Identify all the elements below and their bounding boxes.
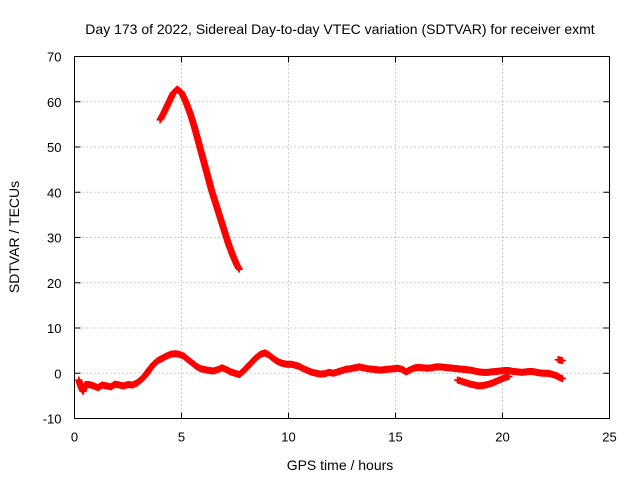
data-point: [558, 375, 566, 383]
series-spike: [156, 85, 243, 273]
y-tick-label: 20: [47, 276, 61, 291]
x-tick-label: 0: [71, 430, 78, 445]
series-branch: [454, 372, 513, 390]
chart-title: Day 173 of 2022, Sidereal Day-to-day VTE…: [85, 21, 594, 37]
y-tick-label: 0: [54, 366, 61, 381]
y-axis-label: SDTVAR / TECUs: [6, 181, 22, 293]
y-tick-label: 10: [47, 321, 61, 336]
series-main: [75, 349, 566, 395]
data-point: [235, 265, 243, 273]
x-tick-label: 5: [178, 430, 185, 445]
x-tick-label: 25: [602, 430, 616, 445]
data-series: [75, 85, 566, 395]
x-axis-label: GPS time / hours: [287, 457, 394, 473]
y-tick-label: 50: [47, 140, 61, 155]
series-end: [554, 356, 566, 365]
x-tick-label: 20: [495, 430, 509, 445]
y-tick-label: 40: [47, 185, 61, 200]
y-tick-label: 30: [47, 231, 61, 246]
grid: [74, 56, 610, 419]
data-point: [505, 372, 513, 380]
x-tick-label: 10: [281, 430, 295, 445]
plot-frame: [74, 56, 610, 419]
y-tick-label: -10: [43, 412, 62, 427]
y-tick-label: 60: [47, 95, 61, 110]
y-tick-label: 70: [47, 50, 61, 65]
data-point: [558, 357, 566, 365]
x-tick-label: 15: [388, 430, 402, 445]
